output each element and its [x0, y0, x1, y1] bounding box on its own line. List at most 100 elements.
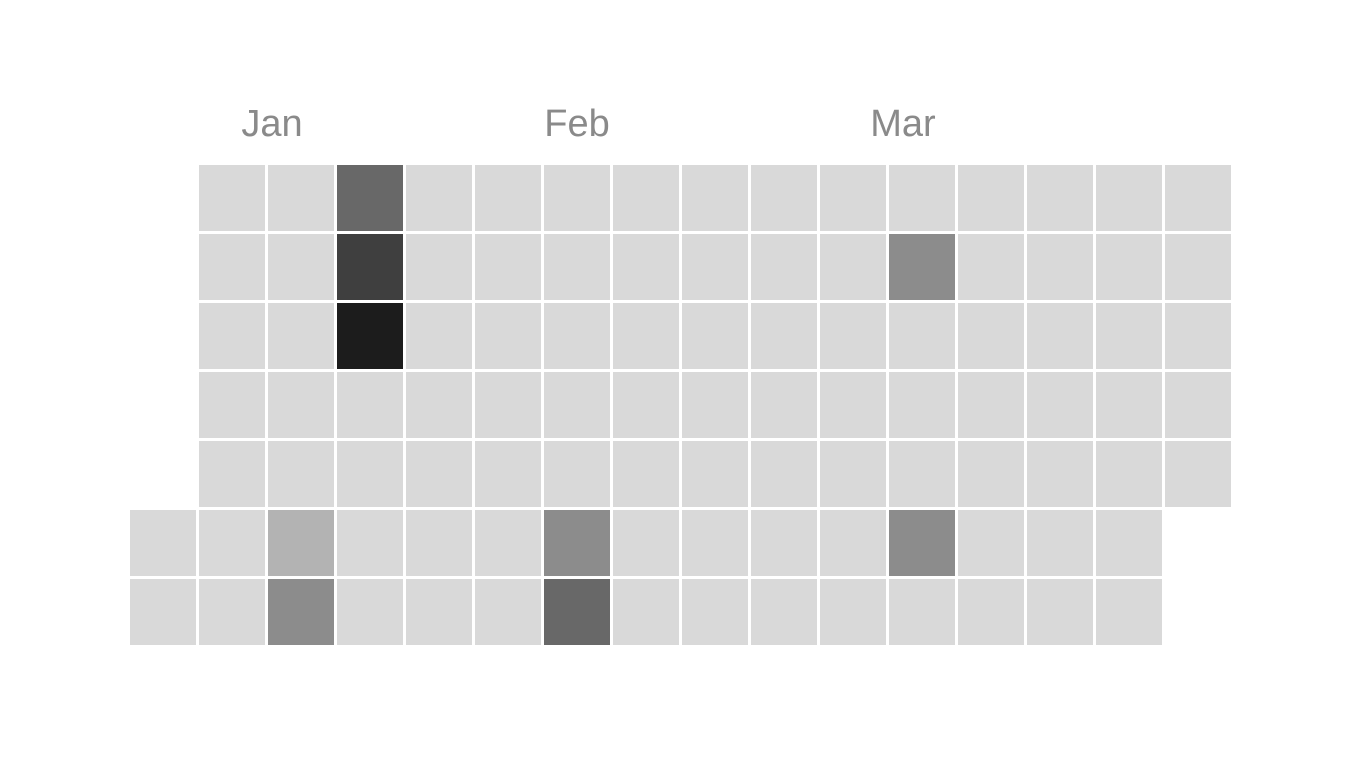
- heatmap-cell: [475, 372, 541, 438]
- heatmap-cell: [544, 165, 610, 231]
- heatmap-cell: [406, 303, 472, 369]
- heatmap-cell: [1165, 303, 1231, 369]
- heatmap-cell: [337, 303, 403, 369]
- heatmap-cell: [199, 372, 265, 438]
- heatmap-cell: [958, 441, 1024, 507]
- heatmap-cell: [199, 165, 265, 231]
- heatmap-cell: [1165, 234, 1231, 300]
- heatmap-cell: [613, 441, 679, 507]
- heatmap-cell: [406, 372, 472, 438]
- heatmap-cell: [337, 579, 403, 645]
- heatmap-cells: [130, 165, 1231, 645]
- heatmap-cell: [475, 165, 541, 231]
- heatmap-cell: [475, 579, 541, 645]
- heatmap-cell: [889, 510, 955, 576]
- heatmap-cell: [613, 165, 679, 231]
- heatmap-cell: [406, 165, 472, 231]
- month-label-feb: Feb: [544, 103, 609, 145]
- heatmap-cell: [1027, 510, 1093, 576]
- heatmap-cell: [1165, 441, 1231, 507]
- heatmap-cell: [268, 165, 334, 231]
- heatmap-cell: [268, 510, 334, 576]
- heatmap-cell: [1096, 579, 1162, 645]
- heatmap-cell: [613, 372, 679, 438]
- heatmap-cell: [1027, 165, 1093, 231]
- heatmap-cell: [544, 234, 610, 300]
- heatmap-cell: [1027, 372, 1093, 438]
- heatmap-cell: [613, 303, 679, 369]
- heatmap-cell: [1165, 165, 1231, 231]
- heatmap-cell: [268, 234, 334, 300]
- heatmap-cell: [820, 579, 886, 645]
- heatmap-cell: [820, 303, 886, 369]
- heatmap-cell: [751, 579, 817, 645]
- heatmap-cell: [889, 234, 955, 300]
- heatmap-cell: [889, 303, 955, 369]
- heatmap-cell: [1027, 441, 1093, 507]
- heatmap-cell: [958, 234, 1024, 300]
- heatmap-cell: [958, 303, 1024, 369]
- heatmap-cell: [406, 510, 472, 576]
- heatmap-cell: [406, 441, 472, 507]
- heatmap-cell: [682, 372, 748, 438]
- heatmap-cell: [1096, 234, 1162, 300]
- heatmap-cell: [682, 234, 748, 300]
- heatmap-cell: [682, 441, 748, 507]
- heatmap-cell: [337, 441, 403, 507]
- heatmap-cell: [1096, 372, 1162, 438]
- heatmap-cell: [820, 165, 886, 231]
- heatmap-cell: [751, 165, 817, 231]
- heatmap-cell: [889, 441, 955, 507]
- heatmap-cell: [889, 372, 955, 438]
- heatmap-cell: [1027, 234, 1093, 300]
- heatmap-cell: [613, 234, 679, 300]
- heatmap-cell: [268, 303, 334, 369]
- heatmap-cell: [337, 234, 403, 300]
- heatmap-cell: [199, 441, 265, 507]
- heatmap-cell: [544, 372, 610, 438]
- heatmap-cell: [958, 372, 1024, 438]
- heatmap-cell: [820, 234, 886, 300]
- heatmap-cell: [1096, 303, 1162, 369]
- heatmap-cell: [751, 234, 817, 300]
- heatmap-cell: [889, 165, 955, 231]
- heatmap-cell: [682, 165, 748, 231]
- heatmap-cell: [958, 165, 1024, 231]
- heatmap-cell: [820, 372, 886, 438]
- heatmap-cell: [682, 579, 748, 645]
- heatmap-cell: [337, 510, 403, 576]
- heatmap-cell: [406, 579, 472, 645]
- heatmap-cell: [199, 510, 265, 576]
- heatmap-cell: [682, 510, 748, 576]
- heatmap-cell: [889, 579, 955, 645]
- heatmap-cell: [682, 303, 748, 369]
- month-label-mar: Mar: [870, 103, 936, 145]
- heatmap-cell: [1027, 303, 1093, 369]
- heatmap-cell: [613, 510, 679, 576]
- heatmap-cell: [1096, 165, 1162, 231]
- heatmap-cell: [475, 441, 541, 507]
- heatmap-cell: [751, 441, 817, 507]
- heatmap-cell: [751, 303, 817, 369]
- heatmap-cell: [199, 579, 265, 645]
- heatmap-cell: [199, 303, 265, 369]
- heatmap-cell: [544, 441, 610, 507]
- heatmap-cell: [406, 234, 472, 300]
- heatmap-cell: [544, 303, 610, 369]
- heatmap-cell: [268, 579, 334, 645]
- heatmap-cell: [1027, 579, 1093, 645]
- heatmap-cell: [751, 372, 817, 438]
- month-labels: Jan Feb Mar: [241, 103, 936, 145]
- heatmap-cell: [130, 510, 196, 576]
- heatmap-cell: [268, 441, 334, 507]
- heatmap-cell: [1096, 510, 1162, 576]
- heatmap-cell: [958, 510, 1024, 576]
- heatmap-cell: [958, 579, 1024, 645]
- heatmap-cell: [475, 303, 541, 369]
- heatmap-cell: [475, 234, 541, 300]
- heatmap-cell: [544, 579, 610, 645]
- month-label-jan: Jan: [241, 103, 302, 145]
- heatmap-cell: [820, 510, 886, 576]
- heatmap-cell: [751, 510, 817, 576]
- heatmap-cell: [544, 510, 610, 576]
